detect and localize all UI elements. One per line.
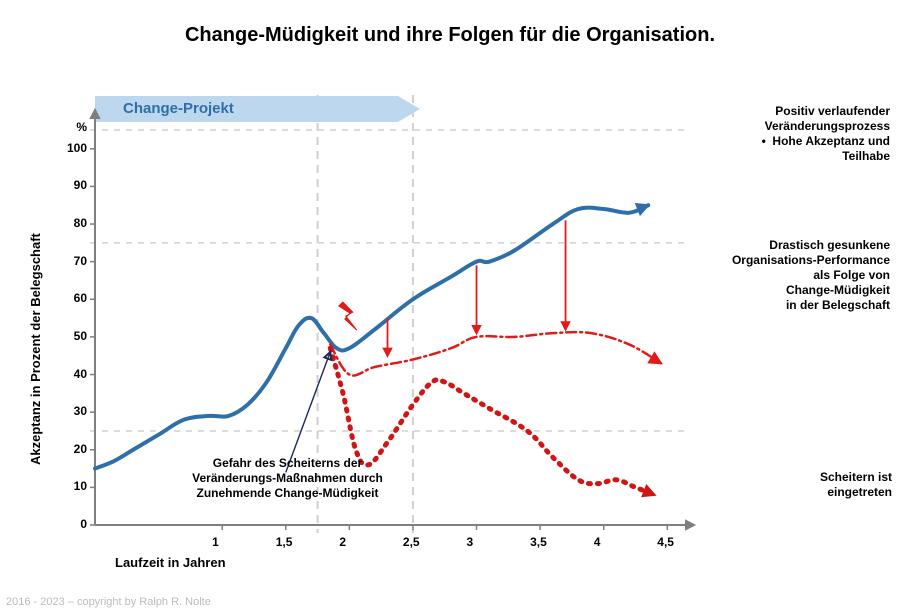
y-tick: 40 — [47, 367, 87, 381]
arrow-banner-label: Change-Projekt — [123, 100, 234, 117]
x-tick: 2,5 — [403, 535, 420, 549]
y-tick: 90 — [47, 178, 87, 192]
copyright: 2016 - 2023 – copyright by Ralph R. Nolt… — [6, 596, 211, 608]
annotation-midright: Drastisch gesunkeneOrganisations-Perform… — [700, 238, 890, 313]
y-tick: 60 — [47, 291, 87, 305]
x-tick: 1 — [212, 535, 219, 549]
y-axis-label: Akzeptanz in Prozent der Belegschaft — [28, 233, 43, 465]
y-tick: 10 — [47, 479, 87, 493]
x-tick: 3 — [467, 535, 474, 549]
y-tick: 0 — [47, 517, 87, 531]
x-axis-label: Laufzeit in Jahren — [115, 555, 226, 570]
x-tick: 3,5 — [530, 535, 547, 549]
x-tick: 2 — [339, 535, 346, 549]
y-tick: 50 — [47, 329, 87, 343]
y-tick: 20 — [47, 442, 87, 456]
y-tick: 100 — [47, 141, 87, 155]
chart-container: Change-Müdigkeit und ihre Folgen für die… — [0, 0, 900, 615]
annotation-fail: Scheitern isteingetreten — [792, 470, 892, 500]
x-tick: 4,5 — [657, 535, 674, 549]
annotation-positive: Positiv verlaufenderVeränderungsprozess•… — [700, 104, 890, 164]
x-tick: 4 — [594, 535, 601, 549]
y-percent-label: % — [47, 120, 87, 134]
y-tick: 80 — [47, 216, 87, 230]
y-tick: 70 — [47, 254, 87, 268]
x-tick: 1,5 — [276, 535, 293, 549]
annotation-danger: Gefahr des Scheiterns derVeränderungs-Ma… — [170, 456, 405, 501]
y-tick: 30 — [47, 404, 87, 418]
